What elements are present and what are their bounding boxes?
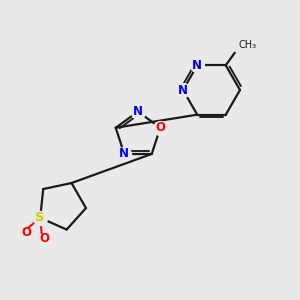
Text: CH₃: CH₃ xyxy=(238,40,256,50)
Text: O: O xyxy=(155,121,165,134)
Text: O: O xyxy=(21,226,31,239)
Text: N: N xyxy=(178,83,188,97)
Text: N: N xyxy=(119,147,129,161)
Text: N: N xyxy=(133,105,143,118)
Text: S: S xyxy=(35,211,45,224)
Text: N: N xyxy=(192,59,202,72)
Text: O: O xyxy=(39,232,49,245)
